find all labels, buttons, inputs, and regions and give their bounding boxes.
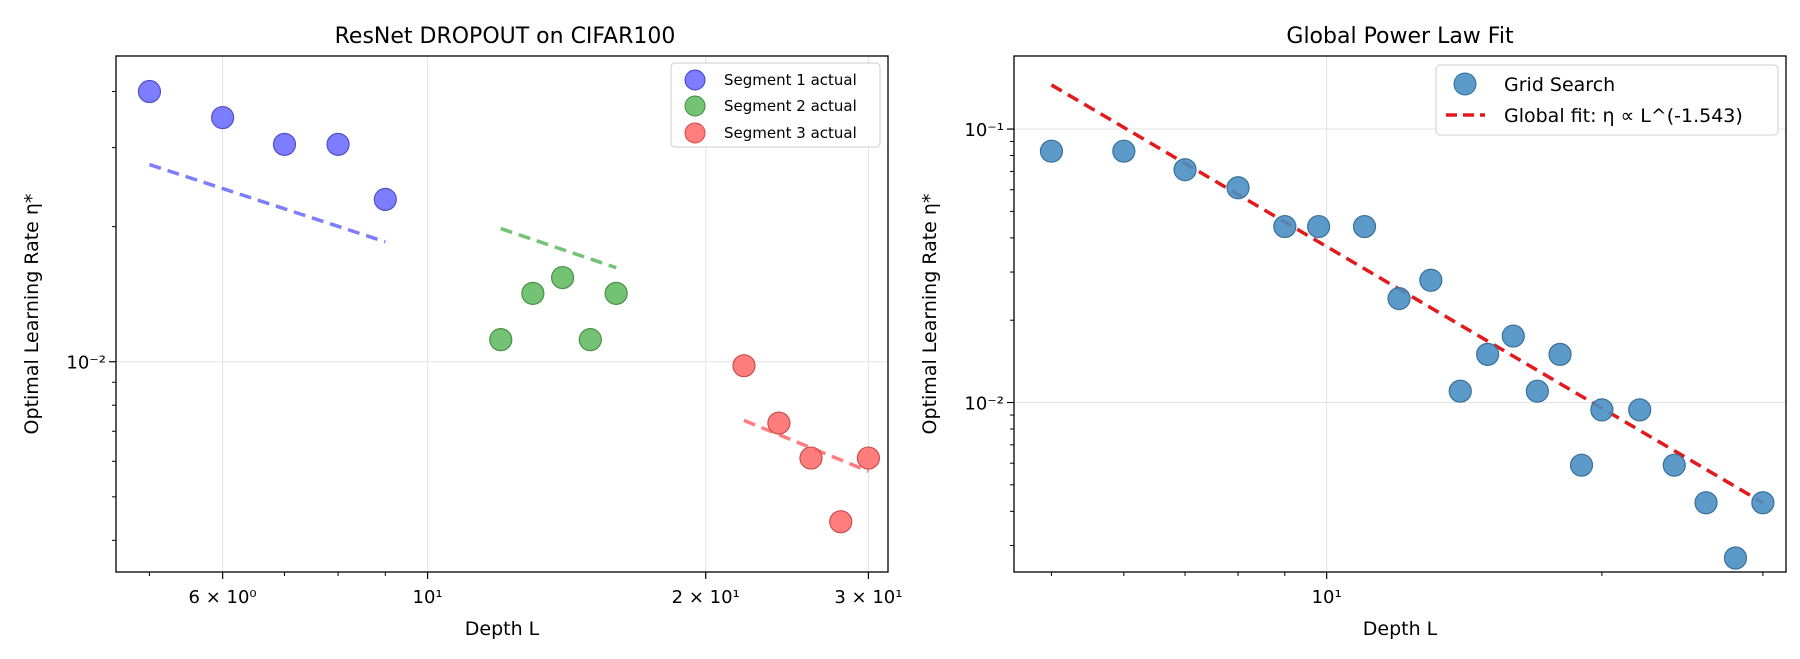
right-legend-box [1435,64,1779,136]
legend-marker-segment-2 [684,95,706,117]
y-tick-label: 10⁻² [964,394,1004,415]
right-data-points [1039,139,1775,570]
legend-label-grid-search: Grid Search [1504,74,1615,96]
segment-2-fit-line [500,226,617,270]
right-x-axis-label: Depth L [1363,618,1438,640]
grid-search-point [1173,158,1197,182]
segment-1-fit-line [148,162,386,244]
grid-search-point [1476,342,1500,366]
segment-3-point [767,411,791,435]
legend-marker-segment-3 [684,122,706,144]
right-x-ticks: 10¹ [1050,572,1764,608]
left-data-points [137,79,881,534]
segment-1-point [326,132,350,156]
right-chart-title: Global Power Law Fit [1286,24,1514,49]
segment-3-point [732,354,756,378]
segment-2-point [578,328,602,352]
left-fit-lines [148,162,870,473]
global-fit-line [1050,83,1764,505]
x-tick-label: 2 × 10¹ [672,587,740,608]
left-chart-title: ResNet DROPOUT on CIFAR100 [335,24,676,49]
segment-2-point [551,265,575,290]
x-tick-label: 3 × 10¹ [834,587,902,608]
grid-search-point [1694,491,1718,515]
right-subplot: Global Power Law Fit 10¹ 10⁻¹ 10⁻² Depth … [919,24,1787,640]
left-legend: Segment 1 actual Segment 2 actual Segmen… [670,62,881,148]
right-y-ticks: 10⁻¹ 10⁻² [964,120,1014,546]
left-y-axis-label: Optimal Learning Rate η* [21,194,43,435]
grid-search-point [1590,398,1614,422]
grid-search-point [1352,214,1377,239]
left-legend-box [670,62,881,148]
grid-search-point [1723,546,1748,570]
segment-3-point [799,446,823,470]
grid-search-point [1448,379,1472,403]
left-x-ticks: 6 × 10⁰ 10¹ 2 × 10¹ 3 × 10¹ [148,572,902,608]
segment-2-point [521,281,545,305]
segment-2-point [489,328,513,352]
right-legend: Grid Search Global fit: η ∝ L^(-1.543) [1435,64,1779,136]
x-tick-label: 6 × 10⁰ [189,587,257,608]
grid-search-point [1548,342,1572,366]
grid-search-point [1039,139,1064,163]
grid-search-point [1419,268,1443,292]
segment-1-point [137,79,162,104]
grid-search-point [1569,453,1594,477]
grid-search-point [1226,176,1250,200]
grid-search-point [1662,453,1686,477]
grid-search-point [1307,214,1331,239]
right-y-axis-label: Optimal Learning Rate η* [919,194,941,435]
legend-label-global-fit: Global fit: η ∝ L^(-1.543) [1504,105,1743,127]
segment-1-point [272,132,297,156]
grid-search-point [1628,398,1652,422]
grid-search-point [1387,286,1411,311]
grid-search-point [1273,214,1297,239]
right-fit-line [1050,83,1764,505]
segment-1-point [211,105,235,130]
segment-3-point [856,446,881,470]
legend-label-segment-2: Segment 2 actual [724,97,857,115]
y-tick-label: 10⁻¹ [964,120,1004,141]
legend-marker-grid-search [1453,72,1477,96]
grid-search-point [1751,491,1775,515]
left-y-ticks: 10⁻² [66,91,116,541]
left-axes-frame [115,55,889,573]
segment-3-fit-line [743,418,870,473]
segment-3-point [829,510,853,534]
segment-2-point [604,281,628,305]
grid-search-point [1112,139,1136,163]
x-tick-label: 10¹ [1312,587,1342,608]
left-x-axis-label: Depth L [465,618,540,640]
segment-1-point [373,187,397,211]
left-subplot: ResNet DROPOUT on CIFAR100 6 × 10⁰ 10¹ 2 ×… [21,24,902,640]
x-tick-label: 10¹ [413,587,443,608]
legend-label-segment-1: Segment 1 actual [724,71,857,89]
right-axes-frame [1013,55,1787,573]
legend-marker-segment-1 [684,69,706,91]
y-tick-label: 10⁻² [66,353,106,374]
grid-search-point [1501,324,1525,348]
grid-search-point [1525,379,1549,403]
legend-label-segment-3: Segment 3 actual [724,124,857,142]
